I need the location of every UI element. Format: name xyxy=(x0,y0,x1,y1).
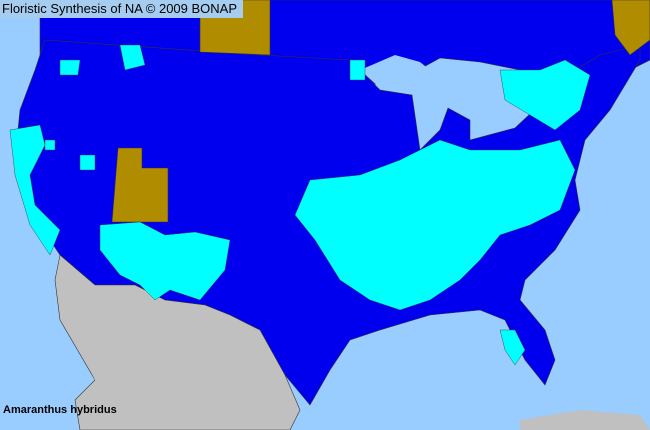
county-presence-patches xyxy=(9,44,591,366)
species-label: Amaranthus hybridus xyxy=(3,404,117,416)
great-lakes xyxy=(360,55,440,88)
utah xyxy=(111,147,169,223)
cuba xyxy=(520,410,650,430)
map-title: Floristic Synthesis of NA © 2009 BONAP xyxy=(0,0,244,18)
baja xyxy=(60,290,130,410)
new-brunswick xyxy=(611,0,650,56)
